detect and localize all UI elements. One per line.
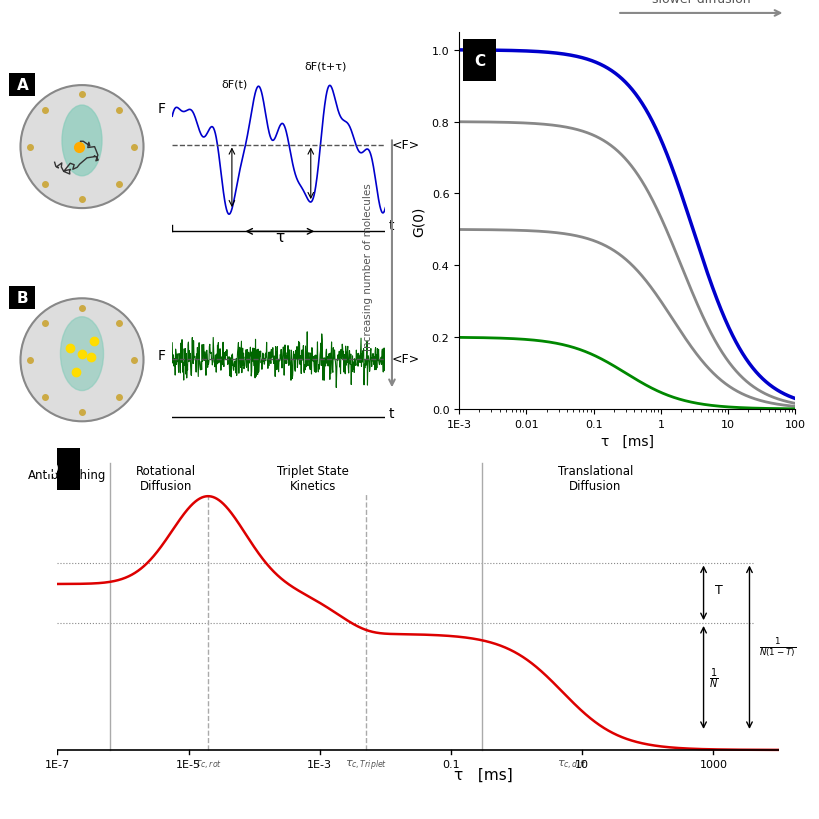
- Text: $\frac{1}{N}$: $\frac{1}{N}$: [708, 666, 717, 690]
- Text: B: B: [16, 291, 28, 305]
- Text: δF(t): δF(t): [221, 79, 247, 89]
- Text: $\frac{1}{N(1-T)}$: $\frac{1}{N(1-T)}$: [758, 636, 795, 659]
- Text: Triplet State
Kinetics: Triplet State Kinetics: [277, 464, 349, 492]
- Text: 1E-3: 1E-3: [307, 759, 332, 769]
- Text: 1E-7: 1E-7: [45, 759, 70, 769]
- Text: F: F: [157, 348, 165, 362]
- Ellipse shape: [62, 106, 102, 177]
- Text: Rotational
Diffusion: Rotational Diffusion: [135, 464, 196, 492]
- FancyBboxPatch shape: [462, 40, 495, 82]
- Text: 1E-5: 1E-5: [176, 759, 201, 769]
- Text: F: F: [157, 102, 165, 116]
- Text: 0.1: 0.1: [441, 759, 459, 769]
- Text: <F>: <F>: [391, 353, 419, 365]
- Text: slower diffusion: slower diffusion: [651, 0, 749, 6]
- Text: Translational
Diffusion: Translational Diffusion: [557, 464, 632, 492]
- Text: A: A: [16, 78, 28, 93]
- Text: $\tau_{c,diff}$: $\tau_{c,diff}$: [556, 758, 587, 771]
- Text: 1000: 1000: [699, 759, 726, 769]
- Circle shape: [20, 299, 143, 422]
- Circle shape: [20, 86, 143, 209]
- Ellipse shape: [61, 317, 103, 391]
- Text: τ   [ms]: τ [ms]: [454, 767, 513, 781]
- Text: δF(t+τ): δF(t+τ): [304, 61, 346, 71]
- Text: increasing number of molecules: increasing number of molecules: [363, 183, 373, 350]
- Y-axis label: G(0): G(0): [412, 206, 426, 237]
- FancyBboxPatch shape: [10, 287, 35, 310]
- Text: τ: τ: [275, 229, 284, 245]
- FancyBboxPatch shape: [25, 448, 80, 491]
- FancyBboxPatch shape: [10, 74, 35, 97]
- Text: 10: 10: [574, 759, 589, 769]
- Text: Antibunching: Antibunching: [28, 468, 106, 482]
- Text: T: T: [714, 584, 722, 596]
- Text: t: t: [388, 406, 394, 420]
- Text: $\tau_{c,rot}$: $\tau_{c,rot}$: [194, 758, 222, 771]
- Text: D: D: [46, 462, 58, 477]
- Text: t: t: [388, 219, 394, 233]
- X-axis label: τ   [ms]: τ [ms]: [600, 435, 653, 449]
- Text: C: C: [473, 53, 484, 69]
- Text: $\tau_{c,Triplet}$: $\tau_{c,Triplet}$: [344, 758, 387, 772]
- Text: <F>: <F>: [391, 139, 419, 152]
